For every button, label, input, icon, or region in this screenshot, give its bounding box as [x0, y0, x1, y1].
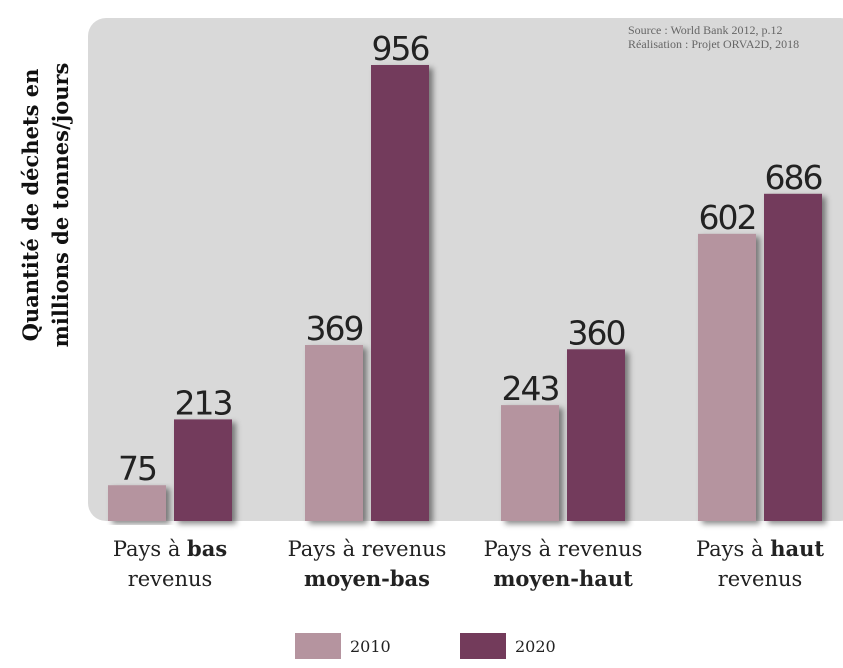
value-label: 686	[765, 158, 822, 197]
source: Source : World Bank 2012, p.12	[628, 23, 782, 37]
bar	[567, 349, 625, 521]
x-tick-label: Pays à bas	[113, 536, 227, 561]
value-label: 956	[372, 29, 429, 68]
bar	[764, 193, 822, 521]
x-tick-label-part: moyen-haut	[493, 566, 633, 591]
x-tick-label: moyen-haut	[493, 566, 633, 591]
x-tick-label-part: Pays à revenus	[288, 537, 447, 561]
bar	[371, 65, 429, 521]
x-tick-label-part: moyen-bas	[304, 566, 430, 591]
value-label: 213	[175, 383, 232, 422]
bar	[305, 344, 363, 521]
x-tick-label: Pays à revenus	[484, 537, 643, 561]
source: Réalisation : Projet ORVA2D, 2018	[628, 37, 799, 51]
value-label: 360	[568, 313, 625, 352]
legend-swatch	[295, 633, 341, 659]
x-tick-label: revenus	[718, 567, 803, 591]
x-tick-label: Pays à revenus	[288, 537, 447, 561]
bar	[698, 233, 756, 521]
x-tick-label: moyen-bas	[304, 566, 430, 591]
x-tick-label-part: haut	[770, 536, 824, 561]
legend-label: 2020	[515, 637, 556, 656]
x-tick-label-part: bas	[187, 536, 227, 561]
legend-label: 2010	[350, 637, 391, 656]
y-axis-label: millions de tonnes/jours	[48, 63, 73, 348]
x-tick-label-part: Pays à revenus	[484, 537, 643, 561]
plot-background	[88, 18, 843, 521]
x-tick-label-part: revenus	[718, 567, 803, 591]
value-label: 75	[118, 449, 156, 488]
bar	[108, 485, 166, 521]
x-tick-label-part: Pays à	[113, 537, 187, 561]
value-label: 369	[306, 309, 363, 348]
legend-swatch	[460, 633, 506, 659]
y-axis-label: Quantité de déchets en	[18, 69, 43, 342]
x-tick-label-part: revenus	[128, 567, 213, 591]
x-tick-label-part: Pays à	[696, 537, 770, 561]
bar	[501, 405, 559, 521]
x-tick-label: revenus	[128, 567, 213, 591]
bar	[174, 419, 232, 521]
value-label: 243	[502, 369, 559, 408]
x-tick-label: Pays à haut	[696, 536, 824, 561]
value-label: 602	[699, 198, 756, 237]
